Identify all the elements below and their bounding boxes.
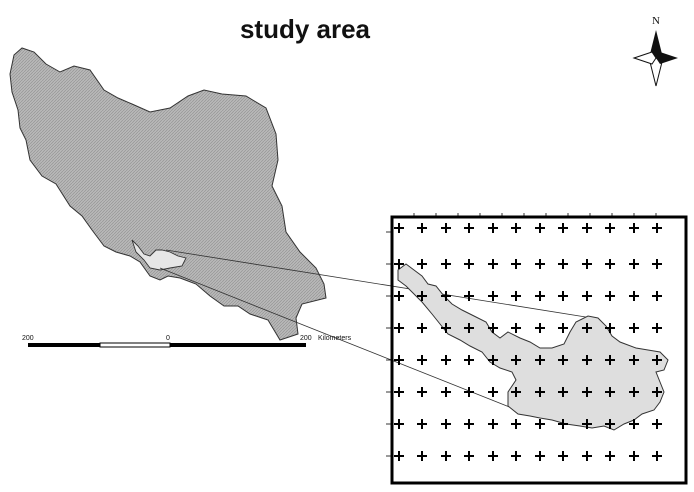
scale-unit-label: Kilometers xyxy=(318,335,352,342)
scale-right-label: 200 xyxy=(300,335,312,342)
study-area-detail xyxy=(397,263,669,431)
map-title: study area xyxy=(239,14,371,44)
north-arrow-icon: N xyxy=(632,15,678,87)
country-outline xyxy=(9,47,327,341)
scale-bar: 200 0 200 Kilometers xyxy=(22,335,352,348)
inset-top-ticks xyxy=(413,213,657,217)
north-label: N xyxy=(652,15,660,27)
connector-line-top xyxy=(165,249,593,319)
scale-left-label: 200 xyxy=(22,335,34,342)
study-area-small xyxy=(131,239,187,271)
scale-mid-label: 0 xyxy=(166,335,170,342)
inset-frame xyxy=(390,215,688,485)
inset-left-ticks xyxy=(386,231,392,457)
connector-line-bottom xyxy=(159,267,523,413)
grid-cross-icon xyxy=(394,223,662,461)
